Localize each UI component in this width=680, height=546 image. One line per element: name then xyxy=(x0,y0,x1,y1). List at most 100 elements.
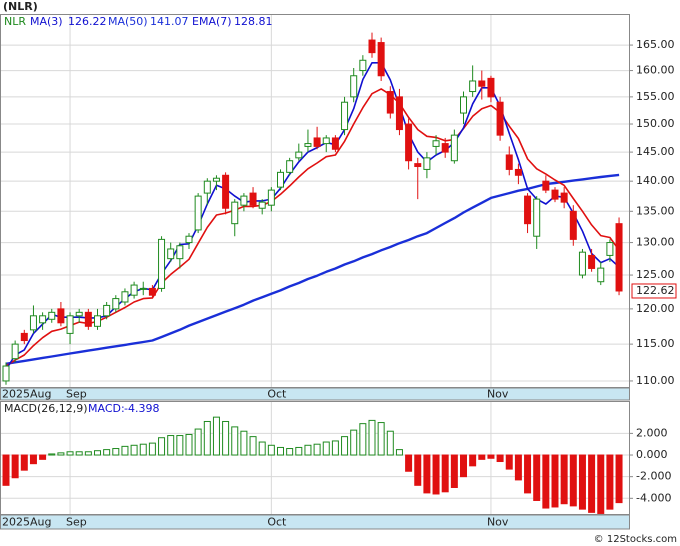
candle-body xyxy=(432,140,440,147)
y-tick-label: 120.00 xyxy=(636,302,675,315)
y-tick-label: 160.00 xyxy=(636,64,675,77)
macd-bar xyxy=(103,449,111,456)
macd-bar xyxy=(231,426,239,456)
candle-body xyxy=(176,245,184,260)
macd-bar xyxy=(176,435,184,456)
macd-value: -4.398 xyxy=(124,402,159,415)
macd-bar xyxy=(286,448,294,456)
footer: © 12Stocks.com xyxy=(594,534,677,545)
macd-bar xyxy=(478,454,486,460)
candle-body xyxy=(524,195,532,225)
macd-bar xyxy=(551,454,559,508)
candle-body xyxy=(295,151,303,159)
x-tick-label: Sep xyxy=(66,388,87,401)
macd-bar xyxy=(606,454,614,510)
macd-bar xyxy=(469,454,477,467)
x-tick-label: Oct xyxy=(267,516,287,529)
candle-body xyxy=(569,210,577,240)
macd-bar xyxy=(39,454,47,460)
candle-body xyxy=(313,137,321,147)
x-tick-label: Nov xyxy=(487,516,509,529)
macd-bar xyxy=(121,445,129,456)
y-tick-label: 150.00 xyxy=(636,117,675,130)
candle-body xyxy=(29,315,37,331)
candle-body xyxy=(469,80,477,93)
y-tick-label: 125.00 xyxy=(636,268,675,281)
marks xyxy=(2,32,623,514)
chart-title: (NLR) xyxy=(3,0,38,13)
candle-body xyxy=(75,311,83,317)
last-price-label: 122.62 xyxy=(636,284,675,297)
candle-body xyxy=(331,137,339,150)
macd-bar xyxy=(533,454,541,501)
macd-bar xyxy=(203,420,211,456)
macd-bar xyxy=(249,436,257,456)
candle-body xyxy=(222,174,230,209)
y-tick-label: -4.000 xyxy=(636,491,671,504)
macd-bar xyxy=(222,420,230,456)
candle-body xyxy=(249,192,257,206)
macd-bar xyxy=(341,436,349,456)
y-tick-label: 2.000 xyxy=(636,426,668,439)
candle-body xyxy=(588,254,596,269)
macd-bar xyxy=(423,454,431,494)
macd-bar xyxy=(57,452,65,456)
y-tick-label: 0.000 xyxy=(636,448,668,461)
x-tick-label: Sep xyxy=(66,516,87,529)
macd-bar xyxy=(167,435,175,456)
last-price-box xyxy=(631,283,677,299)
legend-value: 126.22 xyxy=(68,15,107,28)
macd-bar xyxy=(505,454,513,470)
candle-body xyxy=(194,195,202,231)
macd-bar xyxy=(460,454,467,478)
macd-bar xyxy=(441,454,449,493)
candle-body xyxy=(203,180,211,194)
macd-bar xyxy=(66,451,74,456)
macd-bar xyxy=(258,441,266,456)
macd-bar xyxy=(496,454,504,463)
macd-bar xyxy=(386,430,394,456)
macd-bar xyxy=(514,454,522,481)
candle-body xyxy=(377,42,385,77)
macd-label: MACD: xyxy=(88,402,125,415)
macd-bar xyxy=(524,454,532,494)
legend-value: 128.81 xyxy=(234,15,273,28)
candle-body xyxy=(496,101,504,136)
candle-body xyxy=(350,75,358,98)
macd-bar xyxy=(350,429,358,456)
candle-body xyxy=(514,168,522,176)
candle-body xyxy=(322,137,330,145)
candle-body xyxy=(551,189,559,200)
candle-body xyxy=(121,291,129,303)
candle-body xyxy=(395,96,403,131)
candle-body xyxy=(231,201,239,225)
macd-bar xyxy=(240,430,248,456)
candle-body xyxy=(423,157,431,170)
candle-body xyxy=(505,154,513,170)
candle-body xyxy=(542,180,550,191)
legend-name: MA(50) xyxy=(108,15,148,28)
candle-body xyxy=(304,143,312,147)
candle-body xyxy=(212,177,220,182)
macd-bar xyxy=(304,444,312,456)
macd-bar xyxy=(11,454,19,479)
macd-bar xyxy=(615,454,623,504)
macd-bar xyxy=(84,451,92,456)
line-series xyxy=(5,173,620,365)
candle-body xyxy=(460,96,467,114)
macd-bar xyxy=(75,451,83,456)
candle-body xyxy=(615,223,623,292)
candle-body xyxy=(130,284,138,296)
macd-bar xyxy=(414,454,422,486)
candle-body xyxy=(103,304,111,317)
macd-bar xyxy=(569,454,577,507)
y-tick-label: 155.00 xyxy=(636,90,675,103)
y-tick-label: 130.00 xyxy=(636,236,675,249)
macd-bar xyxy=(185,433,193,456)
candle-body xyxy=(405,123,413,162)
candle-body xyxy=(48,311,56,320)
macd-bar xyxy=(29,454,37,465)
candle-body xyxy=(441,143,449,153)
macd-bar xyxy=(597,454,605,514)
candle-body xyxy=(57,308,65,324)
